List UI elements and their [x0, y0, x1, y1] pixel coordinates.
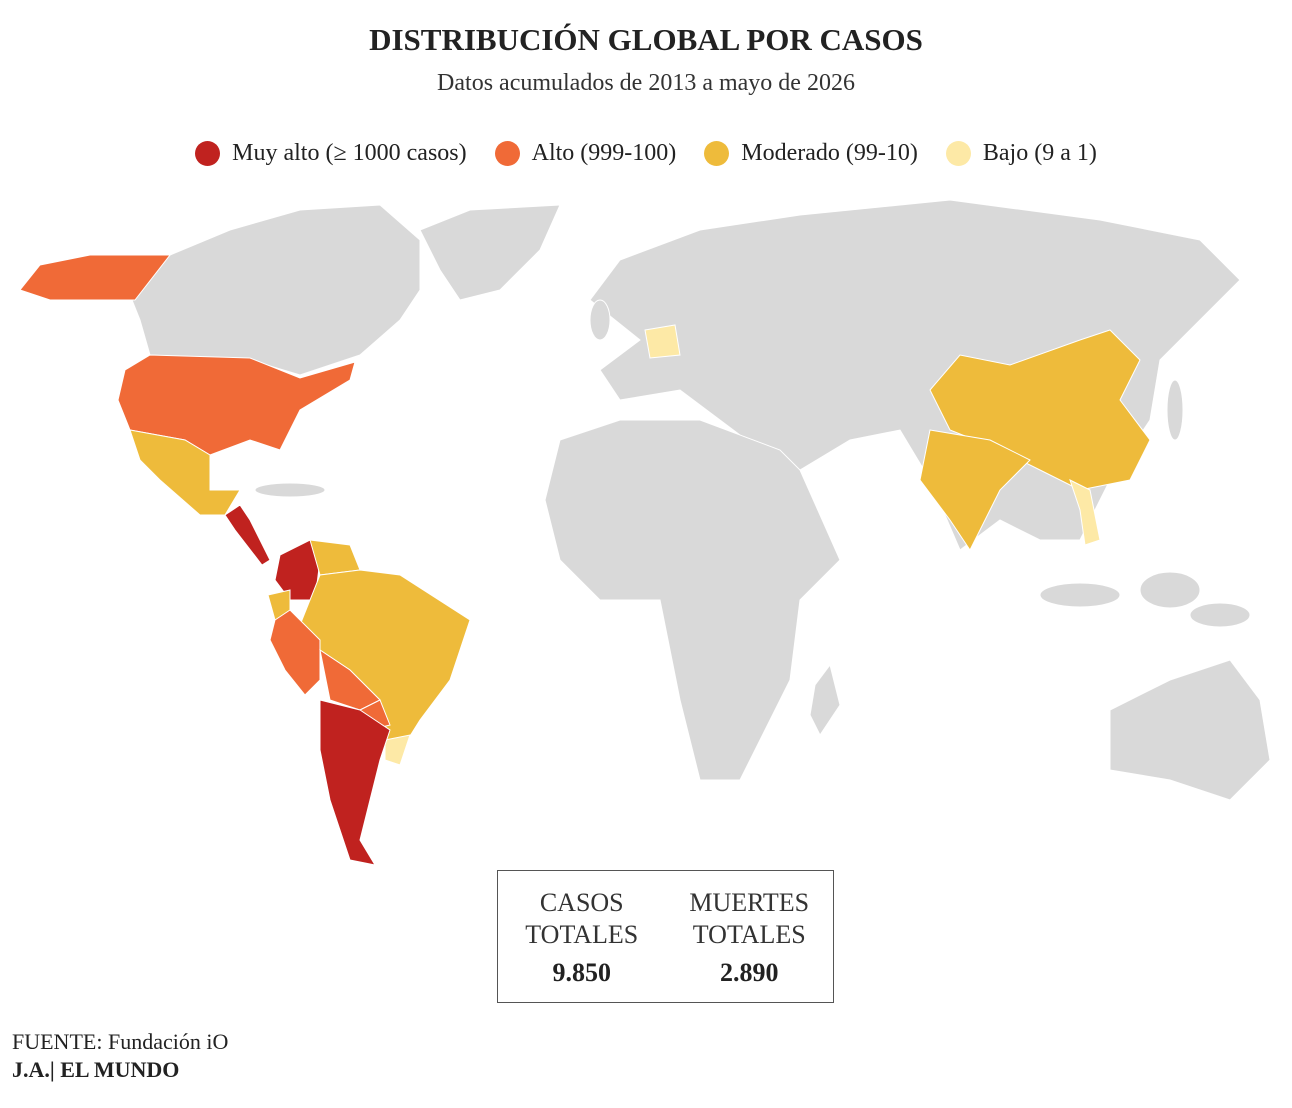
legend: Muy alto (≥ 1000 casos) Alto (999-100) Mod… [0, 140, 1292, 167]
country [1069, 479, 1101, 546]
source-line: FUENTE: Fundación iO [12, 1028, 228, 1056]
subtitle: Datos acumulados de 2013 a mayo de 2026 [437, 70, 855, 96]
legend-label: Muy alto (≥ 1000 casos) [232, 140, 467, 166]
credit: J.A.| EL MUNDO [12, 1057, 180, 1082]
country [919, 429, 1031, 551]
legend-item: Moderado (99-10) [704, 140, 918, 167]
country [384, 734, 411, 766]
stat-value: 2.890 [720, 958, 779, 987]
country [129, 429, 241, 516]
country [224, 504, 271, 566]
land [129, 204, 421, 376]
stat-label: CASOS TOTALES [525, 888, 639, 949]
legend-swatch [195, 141, 221, 166]
land [809, 663, 841, 736]
legend-label: Moderado (99-10) [741, 140, 918, 166]
land [1039, 582, 1121, 608]
stat-value: 9.850 [552, 958, 612, 987]
country [319, 699, 391, 866]
country [269, 609, 321, 696]
country [644, 324, 681, 359]
legend-item: Alto (999-100) [494, 140, 677, 167]
land [419, 204, 561, 301]
legend-label: Alto (999-100) [531, 140, 677, 166]
stat: CASOS TOTALES 9.850 [517, 887, 647, 1002]
country [117, 354, 356, 456]
legend-item: Muy alto (≥ 1000 casos) [195, 140, 467, 167]
land [1166, 379, 1184, 441]
source-label: FUENTE: [12, 1029, 103, 1054]
land [1189, 602, 1251, 628]
legend-swatch [945, 141, 971, 166]
legend-item: Bajo (9 a 1) [945, 140, 1097, 167]
legend-swatch [704, 141, 730, 166]
legend-label: Bajo (9 a 1) [982, 140, 1097, 166]
stat: MUERTES TOTALES 2.890 [684, 887, 814, 1002]
source: Fundación iO [107, 1029, 229, 1054]
world-map [19, 199, 1271, 866]
legend-swatch [494, 141, 520, 166]
land [254, 482, 326, 498]
land [1139, 571, 1201, 609]
land [1109, 659, 1271, 801]
title: DISTRIBUCIÓN GLOBAL POR CASOS [369, 22, 923, 57]
land [544, 419, 841, 781]
country [19, 254, 172, 301]
stats-box: CASOS TOTALES 9.850 MUERTES TOTALES 2.890 [497, 870, 834, 1003]
footer: FUENTE: Fundación iO J.A.| EL MUNDO [12, 1028, 228, 1084]
land [589, 299, 611, 341]
stat-label: MUERTES TOTALES [689, 888, 810, 949]
